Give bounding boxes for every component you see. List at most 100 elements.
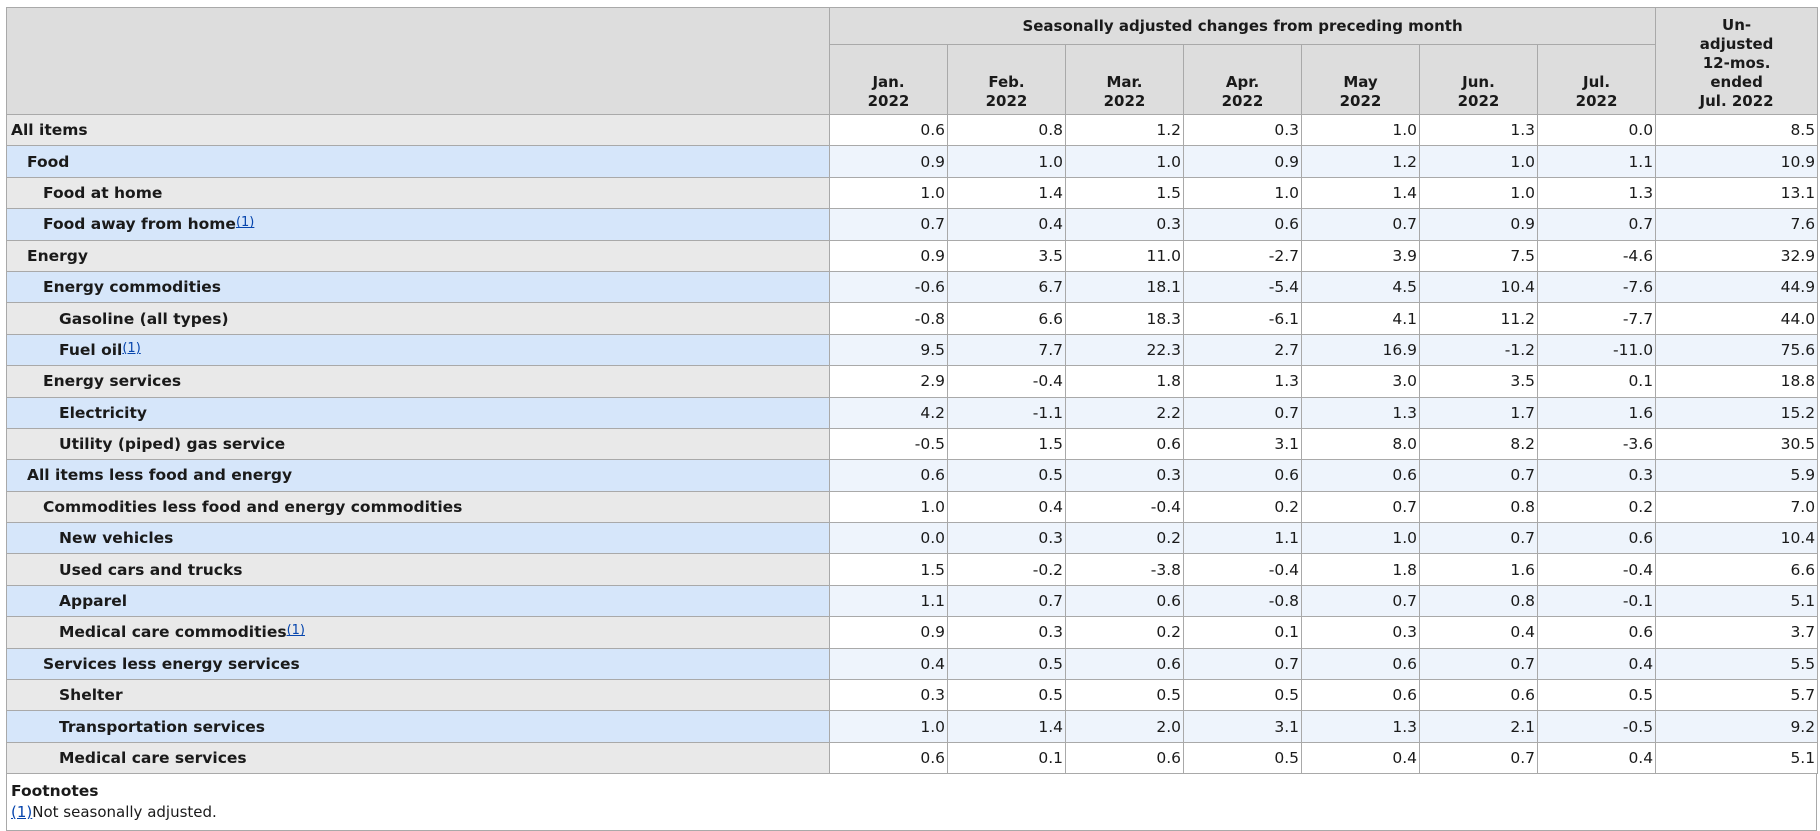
row-label-cell: Gasoline (all types) [6,302,830,335]
row-label-cell: Shelter [6,679,830,712]
row-label: Energy commodities [43,278,222,297]
value-cell: 0.6 [1419,679,1538,712]
value-cell: -0.1 [1536,584,1657,618]
value-cell: 18.1 [1065,270,1184,304]
value-cell: 1.8 [1065,365,1184,398]
row-label-cell: Services less energy services [6,647,830,681]
value-cell: 4.1 [1301,302,1420,335]
value-cell: 0.7 [947,584,1066,618]
value-cell: 0.6 [1301,459,1420,492]
month-header-jun: Jun. 2022 [1419,44,1538,115]
footnote-reference-link[interactable]: (1) [235,215,255,231]
value-cell: 0.5 [1536,679,1657,712]
value-cell: 1.8 [1301,553,1420,586]
value-cell: 0.6 [1536,522,1657,555]
value-cell: 1.0 [1183,176,1302,210]
table-row: Energy commodities -0.6 6.7 18.1 -5.4 4.5 10.4… [6,270,1819,304]
value-cell: 0.6 [1536,616,1657,649]
value-cell: -0.4 [1536,553,1657,586]
value-cell: 7.0 [1655,490,1819,524]
value-cell: 32.9 [1655,239,1819,272]
table-body: All items 0.6 0.8 1.2 0.3 1.0 1.3 0.0 8.5 Food 0.9… [6,113,1819,775]
unadjusted-column-header: Un- adjusted 12-mos. ended Jul. 2022 [1655,7,1819,115]
value-cell: 0.3 [829,679,948,712]
value-cell: 1.1 [1183,522,1302,555]
value-cell: 0.2 [1065,616,1184,649]
value-cell: 0.8 [947,113,1066,147]
value-cell: 0.9 [829,145,948,178]
value-cell: -3.6 [1536,427,1657,461]
value-cell: 1.3 [1536,176,1657,210]
value-cell: 0.5 [1065,679,1184,712]
footnote-reference: (1) [236,215,254,230]
value-cell: 0.7 [1419,522,1538,555]
row-label: Gasoline (all types) [59,309,229,328]
table-row: Medical care services 0.6 0.1 0.6 0.5 0.4 0.7 0… [6,741,1819,775]
value-cell: 16.9 [1301,333,1420,367]
value-cell: -0.8 [1183,584,1302,618]
row-label: Food [27,152,70,171]
value-cell: 1.4 [947,710,1066,743]
row-label-cell: Used cars and trucks [6,553,830,586]
value-cell: 0.9 [829,616,948,649]
value-cell: -11.0 [1536,333,1657,367]
table-row: Medical care commodities(1) 0.9 0.3 0.2 0.1 0… [6,616,1819,649]
value-cell: -1.2 [1419,333,1538,367]
value-cell: 1.0 [1419,145,1538,178]
value-cell: 1.7 [1419,396,1538,429]
row-label: Food at home [43,183,163,202]
value-cell: 0.5 [947,459,1066,492]
table-row: Food away from home(1) 0.7 0.4 0.3 0.6 0.7 0.9… [6,208,1819,241]
row-label-cell: Energy [6,239,830,272]
value-cell: 1.6 [1536,396,1657,429]
table-row: Energy services 2.9 -0.4 1.8 1.3 3.0 3.5 0.1 18.… [6,365,1819,398]
table-row: Shelter 0.3 0.5 0.5 0.5 0.6 0.6 0.5 5.7 [6,679,1819,712]
table-row: Gasoline (all types) -0.8 6.6 18.3 -6.1 4.1 11… [6,302,1819,335]
value-cell: 1.1 [829,584,948,618]
value-cell: -6.1 [1183,302,1302,335]
footnote-reference-link[interactable]: (1) [122,340,141,356]
value-cell: 9.2 [1655,710,1819,743]
value-cell: 15.2 [1655,396,1819,429]
value-cell: -0.2 [947,553,1066,586]
row-label-cell: Food [6,145,830,178]
footnotes-section: Footnotes (1)Not seasonally adjusted. [6,774,1817,831]
table-row: Used cars and trucks 1.5 -0.2 -3.8 -0.4 1.8 1.… [6,553,1819,586]
value-cell: 0.6 [1065,647,1184,681]
value-cell: 0.7 [1419,647,1538,681]
value-cell: 3.1 [1183,710,1302,743]
value-cell: 75.6 [1655,333,1819,367]
row-label-cell: Energy services [6,365,830,398]
value-cell: 0.3 [1065,208,1184,241]
value-cell: 1.3 [1183,365,1302,398]
value-cell: 18.8 [1655,365,1819,398]
value-cell: 11.0 [1065,239,1184,272]
row-label-cell: Food at home [6,176,830,210]
table-row: All items 0.6 0.8 1.2 0.3 1.0 1.3 0.0 8.5 [6,113,1819,147]
footnote-reference-link[interactable]: (1) [286,623,305,639]
value-cell: 30.5 [1655,427,1819,461]
row-label: Transportation services [59,717,266,736]
value-cell: 0.6 [829,459,948,492]
row-label: Fuel oil [59,340,123,359]
value-cell: 0.7 [1183,396,1302,429]
value-cell: 1.3 [1301,710,1420,743]
value-cell: 0.3 [947,616,1066,649]
table-row: Energy 0.9 3.5 11.0 -2.7 3.9 7.5 -4.6 32.9 [6,239,1819,272]
table-row: Electricity 4.2 -1.1 2.2 0.7 1.3 1.7 1.6 15.2 [6,396,1819,429]
row-label-cell: All items [6,113,830,147]
value-cell: 5.5 [1655,647,1819,681]
value-cell: 1.0 [1065,145,1184,178]
table-row: Services less energy services 0.4 0.5 0.6 0.… [6,647,1819,681]
row-label: Apparel [59,592,128,611]
row-label: Medical care services [59,749,247,767]
row-label: Commodities less food and energy commodi… [43,497,463,516]
footnote-marker-link[interactable]: (1) [11,803,33,822]
value-cell: 5.9 [1655,459,1819,492]
value-cell: 1.0 [947,145,1066,178]
value-cell: 0.8 [1419,584,1538,618]
value-cell: 0.5 [947,647,1066,681]
value-cell: 0.7 [1301,584,1420,618]
footnote-text: Not seasonally adjusted. [32,803,217,822]
value-cell: 5.7 [1655,679,1819,712]
